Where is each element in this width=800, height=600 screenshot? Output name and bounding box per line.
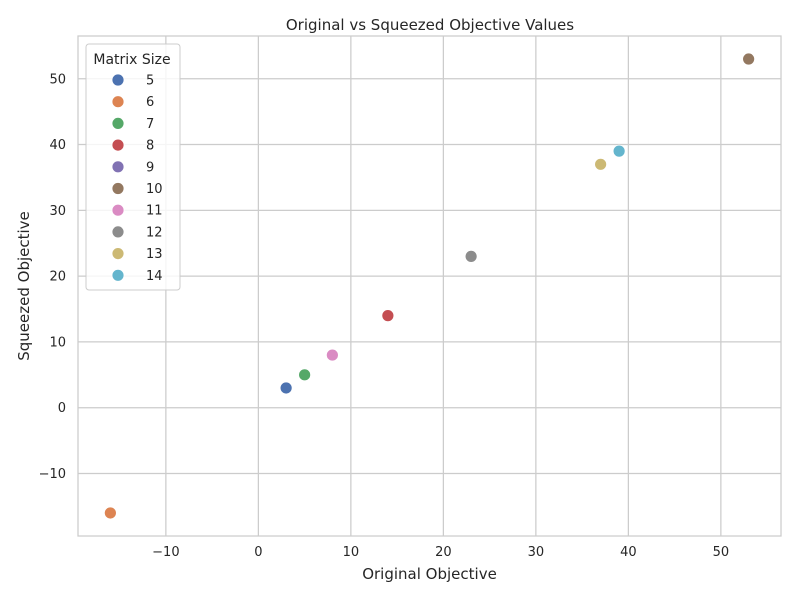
legend-marker-14 (111, 268, 125, 282)
legend-label-5: 5 (146, 74, 154, 89)
data-point-size-11 (325, 348, 339, 362)
x-axis-label: Original Objective (362, 565, 497, 583)
data-point-size-5 (279, 381, 293, 395)
data-point-size-14 (612, 144, 626, 158)
y-tick-label: 40 (49, 138, 66, 153)
x-tick-label: 0 (254, 545, 262, 560)
plot-frame (77, 35, 782, 537)
legend-label-8: 8 (146, 139, 154, 154)
legend-label-7: 7 (146, 117, 154, 132)
y-tick-label: −10 (39, 467, 66, 482)
y-tick-label: 10 (49, 335, 66, 350)
legend-label-6: 6 (146, 95, 154, 110)
x-tick-label: 30 (528, 545, 545, 560)
data-point-size-10 (742, 52, 756, 66)
data-point-size-13 (594, 157, 608, 171)
data-points (103, 52, 756, 520)
y-tick-label: 0 (58, 401, 66, 416)
x-tick-label: 40 (620, 545, 637, 560)
x-tick-label: 20 (435, 545, 452, 560)
x-axis-ticks: −10 0 10 20 30 40 50 (152, 545, 729, 560)
legend-marker-12 (111, 225, 125, 239)
legend-marker-9 (111, 160, 125, 174)
legend-box (85, 43, 181, 291)
y-tick-label: 20 (49, 270, 66, 285)
legend-marker-8 (111, 138, 125, 152)
legend-title: Matrix Size (93, 52, 170, 68)
y-tick-label: 30 (49, 204, 66, 219)
y-axis-ticks: −10 0 10 20 30 40 50 (39, 72, 66, 482)
legend-label-11: 11 (146, 204, 163, 219)
legend-marker-13 (111, 247, 125, 261)
y-axis-label: Squeezed Objective (15, 211, 33, 361)
legend-marker-10 (111, 182, 125, 195)
data-point-size-6 (103, 506, 117, 520)
data-point-size-7 (298, 368, 312, 382)
y-tick-label: 50 (49, 72, 66, 87)
legend-label-9: 9 (146, 160, 154, 175)
legend-label-13: 13 (146, 247, 163, 262)
legend-label-14: 14 (146, 269, 163, 284)
legend-marker-6 (111, 95, 125, 109)
legend-marker-7 (111, 117, 125, 130)
x-tick-label: 50 (713, 545, 730, 560)
legend-marker-11 (111, 203, 125, 217)
legend-marker-5 (111, 73, 125, 87)
legend-items: 5 6 7 8 9 10 11 12 13 14 (111, 73, 163, 284)
legend: Matrix Size 5 6 7 8 9 10 11 12 13 14 (85, 43, 181, 291)
grid (78, 36, 781, 536)
x-tick-label: −10 (152, 545, 179, 560)
data-point-size-8 (381, 309, 395, 323)
x-tick-label: 10 (343, 545, 360, 560)
legend-label-10: 10 (146, 182, 163, 197)
chart-title: Original vs Squeezed Objective Values (286, 16, 574, 34)
data-point-size-12 (464, 249, 478, 263)
legend-label-12: 12 (146, 225, 163, 240)
